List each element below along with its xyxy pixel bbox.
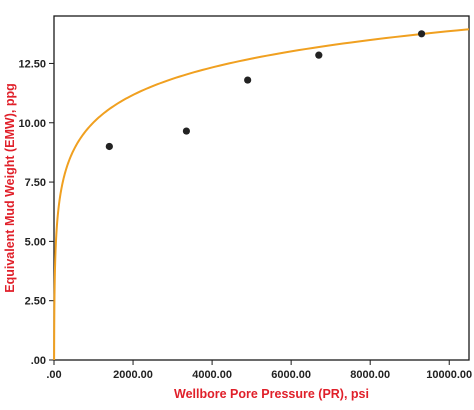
x-tick-label: 2000.00 xyxy=(113,369,153,381)
data-point xyxy=(315,51,323,59)
fit-curve xyxy=(53,28,470,360)
y-tick-label: 12.50 xyxy=(18,58,46,70)
plot-frame xyxy=(53,15,470,361)
y-tick-label: 7.50 xyxy=(25,177,46,189)
x-tick-label: 6000.00 xyxy=(271,369,311,381)
x-tick-label: 8000.00 xyxy=(350,369,390,381)
y-tick-label: 2.50 xyxy=(25,296,46,308)
y-tick-label: .00 xyxy=(31,355,46,367)
plot-border xyxy=(53,15,470,361)
data-point xyxy=(182,127,191,135)
x-tick-label: .00 xyxy=(46,369,61,381)
y-tick-label: 10.00 xyxy=(18,118,46,130)
y-tick-label: 5.00 xyxy=(25,236,46,248)
x-axis-ticks: .00 2000.00 4000.00 6000.00 8000.00 10000.00 xyxy=(46,360,472,381)
y-axis-ticks: .00 2.50 5.00 7.50 10.00 12.50 xyxy=(18,58,54,367)
plot-area xyxy=(53,28,470,360)
data-point xyxy=(417,30,426,38)
x-tick-label: 10000.00 xyxy=(426,369,472,381)
x-tick-label: 4000.00 xyxy=(192,369,232,381)
y-axis-title: Equivalent Mud Weight (EMW), ppg xyxy=(3,83,17,292)
x-axis-title: Wellbore Pore Pressure (PR), psi xyxy=(174,387,369,401)
data-point xyxy=(105,142,113,151)
data-point xyxy=(244,76,252,84)
